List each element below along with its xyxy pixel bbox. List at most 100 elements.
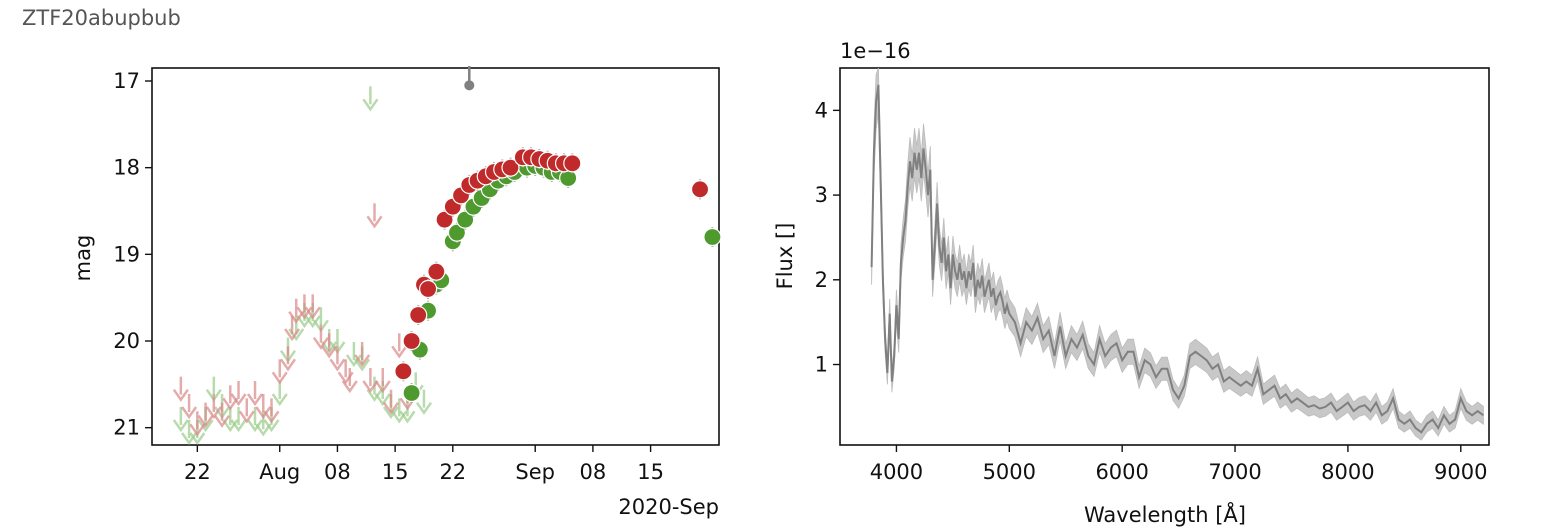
upper-limit-head [263,419,280,433]
upper-limit-head [362,380,379,394]
r-upper-limit [205,394,222,420]
upper-limit-head [230,393,247,407]
r-upper-limit [263,398,280,424]
upper-limit-head [255,423,272,437]
upper-limit-head [354,354,371,368]
r-point [690,180,710,199]
r-upper-limit [382,389,400,415]
upper-limit-head [374,393,391,407]
upper-limit-head [197,419,214,433]
r-upper-limit [255,394,272,420]
g-upper-limit [415,389,432,415]
y-tick-label: 20 [113,329,140,353]
spectrum-frame [839,67,1490,446]
r-upper-limit [304,294,321,320]
upper-limit-head [181,406,198,420]
x-tick-label: 5000 [983,460,1036,484]
upper-limit-head [366,215,383,229]
spectrum-offset-text: 1e−16 [840,39,911,63]
r-point [394,362,413,381]
x-tick-label: 08 [324,460,351,484]
y-tick-label: 3 [815,183,828,207]
r-upper-limit [362,368,379,394]
upper-limit-head [214,414,231,428]
g-upper-limit [255,411,272,437]
g-point [402,383,421,403]
r-upper-limit [329,346,346,372]
x-tick-label: 15 [637,460,664,484]
r-upper-limit [391,333,408,359]
x-tick-label: Sep [515,460,555,484]
r-upper-limit [246,381,264,407]
y-tick-label: 4 [815,98,828,122]
upper-limit-head [415,401,432,415]
r-point [435,210,454,229]
light-curve-axes: 17 18 19 20 21 22 Aug 08 15 22 Sep 08 15 [113,67,720,484]
spectrum-error-band [871,67,1484,441]
light-curve-frame [151,67,720,446]
r-upper-limit [284,316,301,342]
r-point [418,279,438,299]
r-upper-limit [222,385,239,411]
upper-limit-head [263,410,280,424]
g-point [703,227,722,247]
r-upper-limit [214,402,231,428]
r-upper-limit [341,368,358,394]
light-curve-data [172,66,722,446]
r-upper-limit [181,394,198,420]
upper-limit-head [230,419,247,433]
r-upper-limit [238,398,255,424]
g-upper-limit [172,407,189,433]
r-point [563,154,582,173]
upper-limit-head [354,358,371,372]
upper-limit-head [284,328,301,342]
upper-limit-head [288,310,305,324]
upper-limit-head [374,380,391,394]
r-upper-limit [197,402,214,428]
r-point [409,305,428,325]
upper-limit-head [205,406,222,420]
upper-limit-head [391,345,408,359]
r-upper-limit [279,346,297,372]
upper-limit-head [189,423,206,437]
y-tick-label: 2 [815,268,828,292]
x-tick-label: Aug [259,460,300,484]
upper-limit-head [304,315,321,329]
g-point [447,223,467,242]
x-tick-label: 22 [439,460,466,484]
upper-limit-head [366,388,383,402]
r-upper-limit [172,376,189,402]
g-upper-limit [230,407,247,433]
r-point [501,158,520,177]
r-point [402,331,421,351]
r-upper-limit [354,342,371,368]
upper-limit-head [172,419,189,433]
light-curve-y-label: mag [71,235,95,282]
x-tick-label: 7000 [1208,460,1261,484]
upper-limit-head [382,406,400,420]
upper-limit-head [341,380,358,394]
upper-limit-head [222,397,239,411]
light-curve-x-offset-label: 2020-Sep [618,495,719,519]
x-tick-label: 08 [580,460,607,484]
r-upper-limit [271,359,288,385]
other-point [464,80,475,91]
y-tick-label: 17 [113,69,140,93]
y-tick-label: 18 [113,156,140,180]
x-tick-label: 6000 [1095,460,1148,484]
upper-limit-head [329,358,346,372]
g-upper-limit [246,407,264,433]
upper-limit-head [382,401,400,415]
r-point [427,262,446,281]
upper-limit-head [255,406,272,420]
upper-limit-head [271,393,288,407]
upper-limit-head [312,336,329,350]
x-tick-label: 9000 [1434,460,1487,484]
r-upper-limit [230,381,247,407]
r-upper-limit [366,203,383,229]
x-tick-label: 4000 [870,460,923,484]
x-tick-label: 15 [382,460,409,484]
upper-limit-head [271,371,288,385]
page-title: ZTF20abupbub [22,6,181,30]
